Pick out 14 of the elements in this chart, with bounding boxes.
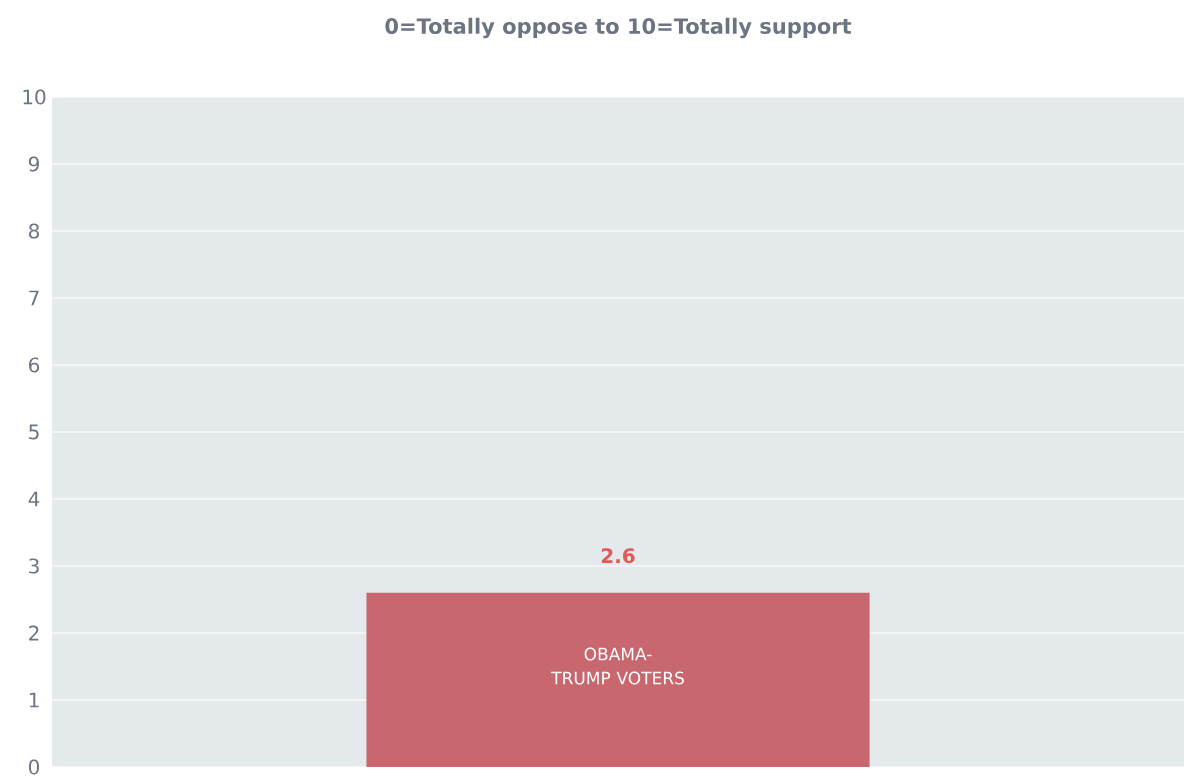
y-tick-label: 0	[28, 759, 40, 775]
y-tick-label: 1	[29, 692, 39, 708]
y-tick-label: 3	[29, 558, 39, 574]
x-tick-label: OBAMA-TRUMP VOTERS	[551, 647, 684, 685]
y-tick-label: 5	[29, 424, 39, 440]
y-tick-label: 8	[29, 223, 39, 239]
y-tick-label: 2	[29, 625, 39, 641]
chart-title: 0=Totally oppose to 10=Totally support	[385, 17, 852, 39]
y-tick-label: 4	[28, 491, 40, 507]
y-tick-label: 10	[23, 89, 46, 105]
y-tick-label: 9	[28, 156, 39, 172]
y-tick-label: 6	[29, 357, 40, 373]
y-tick-label: 7	[29, 290, 39, 306]
data-label: 2.6	[601, 548, 635, 564]
